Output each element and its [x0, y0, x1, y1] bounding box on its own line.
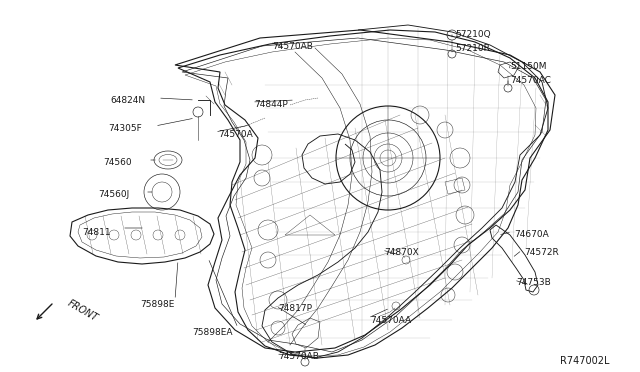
Text: 74305F: 74305F [108, 124, 141, 133]
Text: 74570AA: 74570AA [370, 316, 411, 325]
Text: 57210R: 57210R [455, 44, 490, 53]
Text: 74670A: 74670A [514, 230, 548, 239]
Text: 74817P: 74817P [278, 304, 312, 313]
Text: 74811: 74811 [82, 228, 111, 237]
Text: 57210Q: 57210Q [455, 30, 491, 39]
Text: R747002L: R747002L [561, 356, 610, 366]
Text: 75898E: 75898E [140, 300, 174, 309]
Text: 74570AB: 74570AB [272, 42, 313, 51]
Text: 74560J: 74560J [98, 190, 129, 199]
Text: 74570A: 74570A [218, 130, 253, 139]
Text: FRONT: FRONT [66, 298, 100, 323]
Text: 64824N: 64824N [110, 96, 145, 105]
Text: 51150M: 51150M [510, 62, 547, 71]
Text: 74570AB: 74570AB [278, 352, 319, 361]
Text: 74753B: 74753B [516, 278, 551, 287]
Text: 74844P: 74844P [254, 100, 288, 109]
Text: 75898EA: 75898EA [192, 328, 232, 337]
Text: 74870X: 74870X [384, 248, 419, 257]
Text: 74572R: 74572R [524, 248, 559, 257]
Text: 74560: 74560 [103, 158, 132, 167]
Text: 74570AC: 74570AC [510, 76, 551, 85]
